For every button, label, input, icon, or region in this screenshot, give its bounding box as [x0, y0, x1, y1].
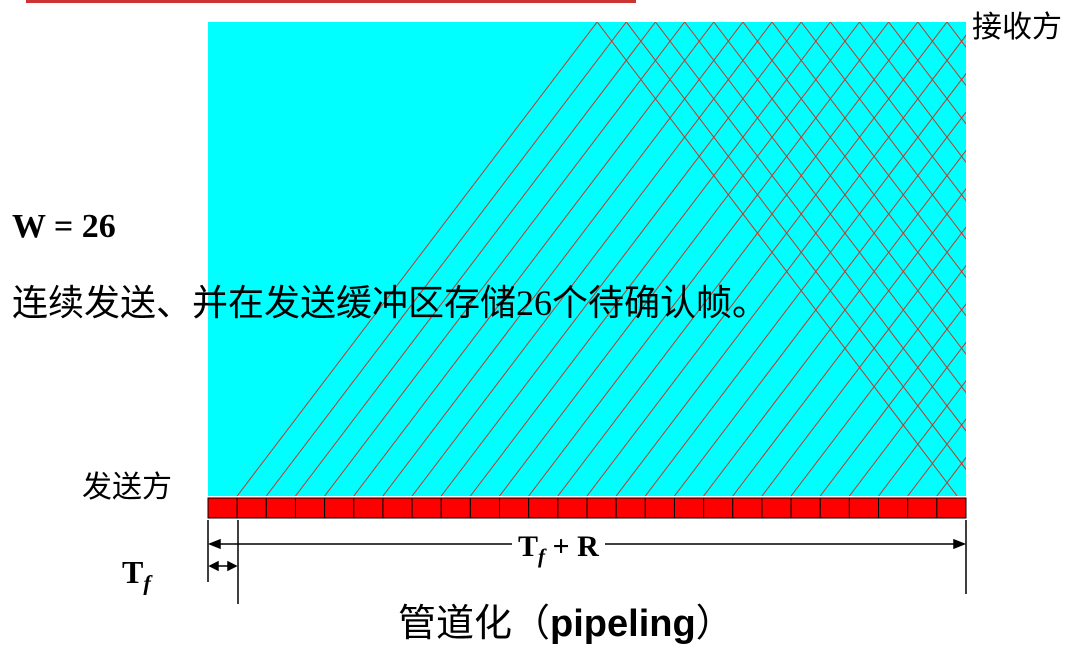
- frame-block: [294, 497, 326, 519]
- frame-line: [528, 22, 890, 496]
- frame-block: [499, 497, 530, 519]
- frame-line: [732, 188, 966, 496]
- frame-line: [236, 22, 598, 496]
- frame-block: [878, 497, 909, 519]
- frame-line: [703, 149, 966, 496]
- ack-line: [888, 22, 966, 125]
- frame-line: [353, 22, 715, 496]
- ack-line: [742, 22, 966, 317]
- tf-plus-r-label: Tf + R: [512, 530, 605, 569]
- frame-block: [586, 497, 617, 519]
- receiver-label: 接收方: [972, 11, 1062, 44]
- ack-line: [859, 22, 966, 164]
- frame-lines: [236, 22, 1078, 496]
- ack-line: [596, 22, 958, 496]
- ack-line: [713, 22, 966, 355]
- frame-line: [499, 22, 860, 496]
- frame-block: [469, 497, 501, 519]
- caption-cn: 管道化（: [398, 603, 551, 645]
- description-text: 连续发送、并在发送缓冲区存储26个待确认帧。: [12, 283, 769, 323]
- ack-line: [829, 22, 966, 202]
- frame-line: [440, 22, 802, 496]
- ack-line: [655, 22, 966, 432]
- frame-line: [674, 111, 966, 496]
- frame-line: [790, 264, 966, 496]
- caption: 管道化（pipeling）: [398, 592, 734, 647]
- ack-line: [684, 22, 966, 394]
- ack-line: [800, 22, 966, 240]
- frame-line: [324, 22, 686, 496]
- ack-line: [946, 22, 966, 48]
- frame-bar: [207, 497, 967, 519]
- frame-block: [615, 497, 646, 519]
- frame-block: [324, 497, 355, 519]
- frame-line: [615, 34, 966, 496]
- frame-line: [469, 22, 831, 496]
- caption-en: pipeling: [550, 603, 696, 645]
- tfr-sub: f: [538, 544, 546, 568]
- ack-line: [1064, 22, 1078, 496]
- frame-block: [528, 497, 559, 519]
- ack-line: [1034, 22, 1078, 496]
- frame-line: [761, 226, 966, 496]
- frame-block: [353, 497, 384, 519]
- frame-block: [440, 497, 471, 519]
- frame-line: [878, 380, 966, 496]
- frame-line: [265, 22, 627, 496]
- frame-block: [236, 497, 267, 519]
- tf-label: Tf: [122, 554, 151, 596]
- frame-line: [848, 341, 966, 496]
- channel-area: [208, 22, 966, 496]
- frame-block: [790, 497, 821, 519]
- frame-line: [965, 495, 966, 496]
- frame-block: [207, 497, 238, 519]
- frame-line: [411, 22, 773, 496]
- tfr-main: T: [518, 530, 539, 563]
- tf-main: T: [122, 554, 144, 590]
- frame-block: [848, 497, 880, 519]
- tf-sub: f: [143, 570, 151, 596]
- frame-line: [295, 22, 656, 496]
- sender-label: 发送方: [82, 471, 172, 504]
- frame-block: [732, 497, 763, 519]
- frame-line: [557, 22, 919, 496]
- frame-line: [586, 22, 948, 496]
- top-rule: [26, 0, 636, 3]
- ack-line: [1005, 22, 1078, 496]
- frame-line: [819, 303, 966, 496]
- frame-block: [557, 497, 588, 519]
- frame-block: [907, 497, 938, 519]
- frame-block: [761, 497, 792, 519]
- frame-block: [673, 497, 705, 519]
- frame-block: [411, 497, 442, 519]
- frame-line: [644, 72, 966, 496]
- tfr-rest: + R: [552, 530, 599, 563]
- frame-block: [382, 497, 413, 519]
- frame-block: [936, 497, 967, 519]
- caption-end: ）: [695, 603, 734, 645]
- ack-line: [771, 22, 966, 279]
- frame-block: [819, 497, 850, 519]
- ack-line: [976, 22, 1078, 496]
- ack-line: [625, 22, 966, 471]
- frame-block: [703, 497, 734, 519]
- frame-block: [265, 497, 296, 519]
- frame-line: [382, 22, 744, 496]
- frame-block: [644, 497, 675, 519]
- window-size-label: W = 26: [12, 208, 116, 245]
